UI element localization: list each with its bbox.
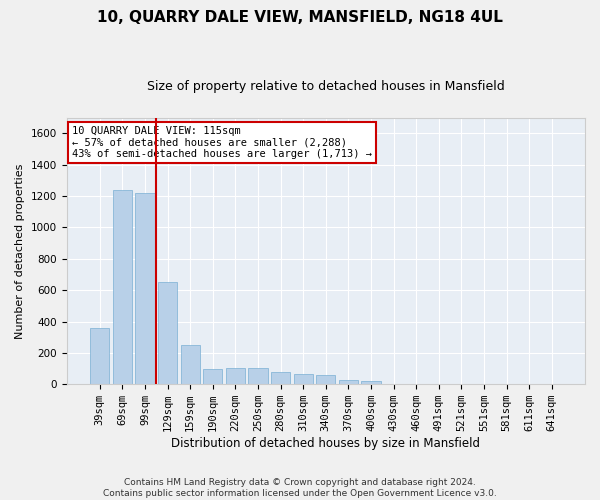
Title: Size of property relative to detached houses in Mansfield: Size of property relative to detached ho… [147,80,505,93]
Bar [203,368,223,384]
Text: 10 QUARRY DALE VIEW: 115sqm
← 57% of detached houses are smaller (2,288)
43% of : 10 QUARRY DALE VIEW: 115sqm ← 57% of det… [72,126,372,159]
Bar [181,345,200,384]
X-axis label: Distribution of detached houses by size in Mansfield: Distribution of detached houses by size … [171,437,480,450]
Text: 10, QUARRY DALE VIEW, MANSFIELD, NG18 4UL: 10, QUARRY DALE VIEW, MANSFIELD, NG18 4U… [97,10,503,25]
Bar [361,381,380,384]
Bar [158,282,177,384]
Text: Contains HM Land Registry data © Crown copyright and database right 2024.
Contai: Contains HM Land Registry data © Crown c… [103,478,497,498]
Bar [226,368,245,384]
Bar [248,368,268,384]
Bar [90,328,109,384]
Bar [293,374,313,384]
Bar [339,380,358,384]
Bar [113,190,132,384]
Bar [316,375,335,384]
Bar [136,193,155,384]
Y-axis label: Number of detached properties: Number of detached properties [15,164,25,338]
Bar [271,372,290,384]
